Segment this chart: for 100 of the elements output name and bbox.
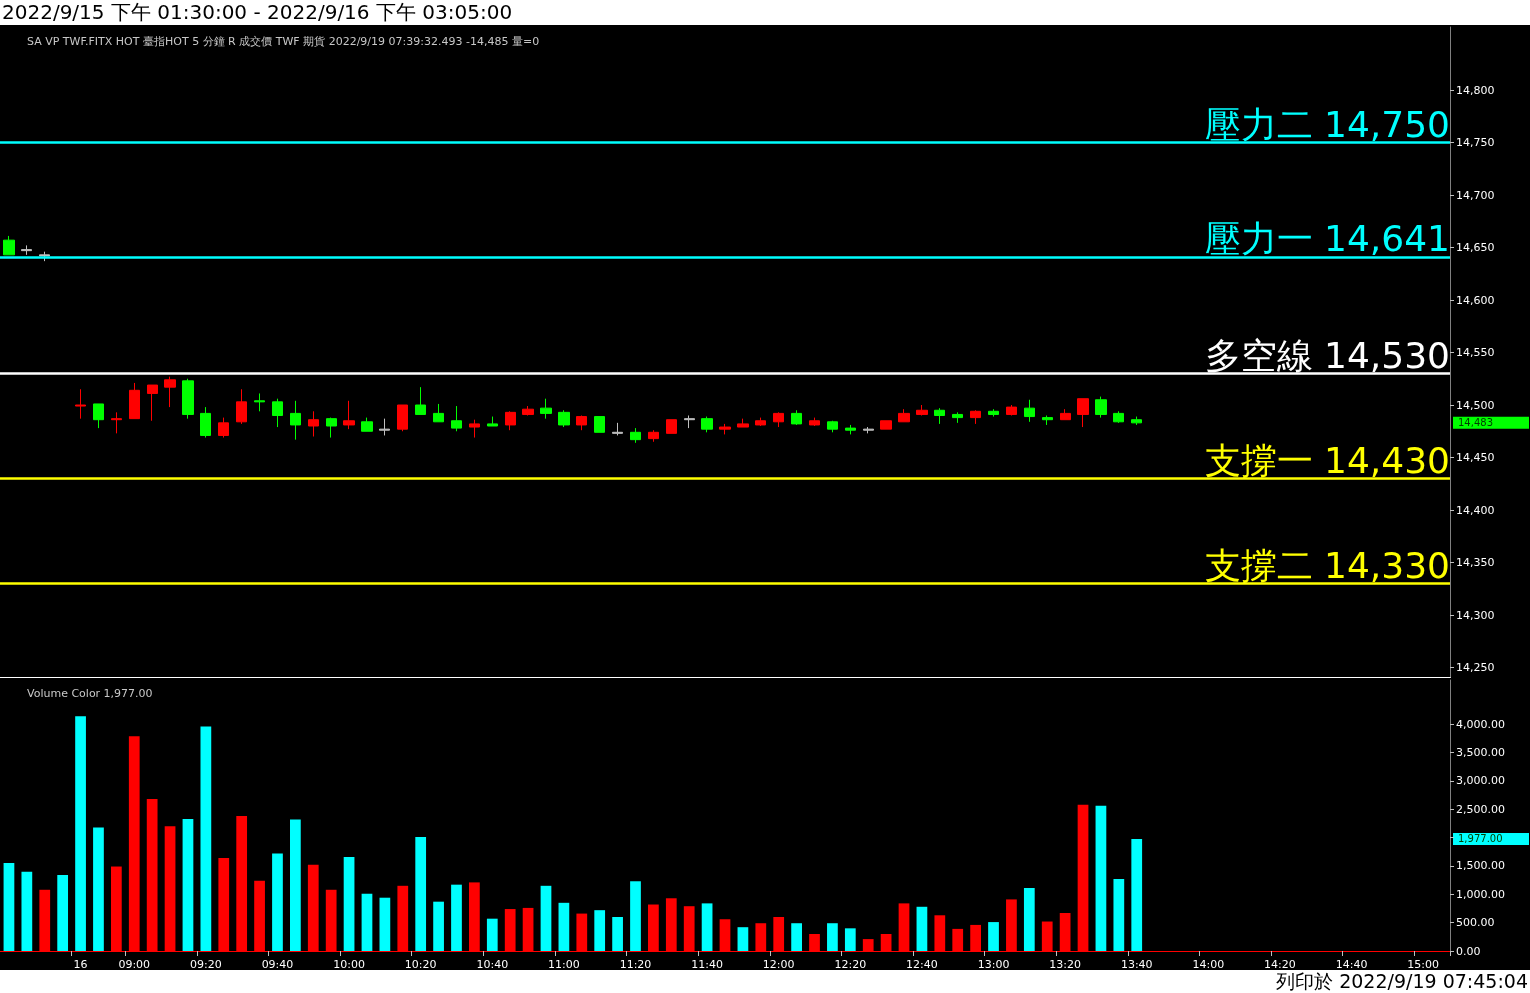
candlestick (558, 409, 570, 428)
bar (594, 910, 606, 951)
candlestick (308, 410, 319, 437)
candlestick (576, 415, 587, 431)
candlestick (254, 392, 265, 412)
candlestick (3, 235, 15, 256)
candlestick (684, 415, 695, 429)
candlestick (451, 405, 462, 432)
candlestick (1113, 410, 1124, 424)
candlestick (1042, 415, 1053, 426)
candlestick (791, 409, 802, 426)
candlestick (182, 378, 194, 420)
y-tick-label: 14,500 (1456, 398, 1495, 412)
candlestick (934, 407, 945, 425)
y-tick-label: 1,500.00 (1456, 859, 1505, 873)
candlestick (164, 376, 176, 408)
candlestick (218, 417, 229, 439)
bar (75, 716, 86, 951)
candlestick (39, 251, 50, 262)
bar (791, 923, 802, 951)
bar (1131, 838, 1143, 951)
candlestick (343, 400, 355, 430)
candlestick (129, 382, 140, 420)
candlestick (737, 418, 749, 428)
x-tick-label: 10:00 (333, 958, 365, 971)
x-tick-label: 11:00 (548, 958, 580, 971)
y-tick-label: 3,000.00 (1456, 774, 1505, 788)
y-tick-label: 14,450 (1456, 451, 1495, 464)
y-tick-label: 1,000.00 (1456, 887, 1505, 901)
ref-line-label: 壓力一 14,641 (1204, 218, 1450, 260)
y-tick-label: 3,500.00 (1456, 746, 1505, 760)
candlestick (397, 404, 408, 432)
x-tick-label: 11:20 (619, 958, 652, 971)
x-tick-label: 13:40 (1120, 958, 1153, 971)
y-tick-label: 500.00 (1456, 916, 1495, 930)
bar (93, 827, 104, 951)
bar (451, 884, 462, 951)
candlestick (93, 403, 104, 429)
bar (701, 903, 713, 951)
bar (916, 906, 928, 951)
candlestick (952, 411, 963, 424)
candlestick (487, 416, 498, 427)
bar (844, 928, 856, 951)
x-tick-label: 10:20 (404, 958, 437, 971)
y-tick-label: 14,550 (1456, 346, 1495, 359)
candlestick (701, 416, 713, 433)
bar (3, 863, 15, 951)
candlestick (361, 417, 373, 432)
candlestick (379, 418, 390, 436)
candlestick (898, 408, 910, 423)
bar (630, 881, 641, 951)
ref-line-label: 壓力二 14,750 (1204, 104, 1450, 145)
y-tick-label: 14,400 (1456, 503, 1495, 517)
candlestick (594, 416, 605, 433)
bar (57, 875, 69, 951)
x-tick-label: 14:40 (1335, 958, 1368, 971)
x-tick-label: 12:00 (762, 958, 795, 971)
bar (379, 897, 391, 951)
ref-line-label: 支撐一 14,430 (1204, 440, 1450, 481)
text: 14,483 (1458, 417, 1493, 429)
candlestick (845, 424, 856, 435)
ref-line-label: 支撐二 14,330 (1204, 545, 1450, 586)
x-tick-label: 16 (73, 958, 88, 971)
x-tick-label: 13:00 (977, 958, 1010, 971)
candlestick (648, 429, 659, 443)
candlestick (880, 420, 892, 430)
candlestick (147, 384, 158, 422)
candlestick (433, 403, 444, 423)
candlestick (111, 411, 122, 434)
candlestick (1060, 408, 1071, 421)
candlestick (505, 410, 516, 431)
bar (1023, 888, 1035, 951)
bar (433, 901, 444, 951)
x-tick-label: 14:20 (1264, 958, 1296, 971)
x-tick-label: 09:00 (118, 958, 151, 971)
candlestick (1006, 404, 1017, 416)
candlestick (75, 388, 86, 420)
candlestick (988, 408, 999, 418)
candlestick (773, 411, 784, 428)
candlestick (415, 386, 426, 415)
ref-line-label: 多空線 14,530 (1204, 335, 1450, 376)
bar (415, 837, 427, 951)
candlestick (1095, 396, 1107, 419)
y-tick-label: 14,300 (1456, 608, 1495, 622)
bar (272, 853, 283, 951)
y-tick-label: 14,250 (1456, 661, 1495, 674)
candlestick (970, 409, 981, 425)
bar (827, 923, 838, 951)
y-tick-label: 2,500.00 (1456, 802, 1505, 816)
bar (21, 871, 33, 951)
candlestick (522, 405, 534, 416)
candlestick (326, 417, 337, 439)
x-tick-label: 11:40 (691, 958, 723, 971)
candlestick (290, 400, 301, 441)
x-tick-label: 13:20 (1049, 958, 1081, 971)
bar (558, 902, 570, 951)
x-tick-label: 10:40 (476, 958, 509, 971)
y-tick-label: 4,000.00 (1456, 717, 1505, 731)
candlestick (1024, 399, 1035, 423)
bar (182, 818, 194, 951)
